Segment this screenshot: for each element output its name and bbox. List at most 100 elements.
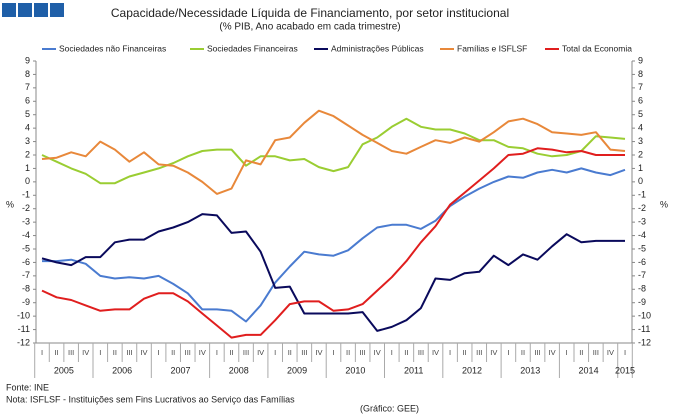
year-label: 2005: [54, 365, 74, 375]
x-tick-label: III: [243, 348, 249, 357]
y-tick-label: 2: [638, 149, 643, 159]
y-axis-label: %: [660, 199, 668, 209]
y-tick-label: -3: [22, 217, 30, 227]
x-tick-label: I: [158, 348, 160, 357]
x-tick-label: IV: [374, 348, 381, 357]
logo-square: [34, 3, 48, 17]
year-label: 2013: [520, 365, 540, 375]
logo-square: [18, 3, 32, 17]
y-tick-label: 7: [638, 82, 643, 92]
y-tick-label: 8: [25, 69, 30, 79]
y-tick-label: -3: [638, 217, 646, 227]
y-tick-label: -10: [17, 311, 30, 321]
y-tick-label: -5: [22, 243, 30, 253]
y-tick-label: -8: [22, 284, 30, 294]
y-tick-label: -1: [638, 190, 646, 200]
x-tick-label: III: [360, 348, 366, 357]
y-tick-label: 4: [638, 123, 643, 133]
y-axis-label: %: [6, 199, 14, 209]
y-tick-label: 6: [638, 96, 643, 106]
y-tick-label: -2: [638, 203, 646, 213]
x-tick-label: IV: [82, 348, 89, 357]
x-tick-label: I: [274, 348, 276, 357]
chart-title: Capacidade/Necessidade Líquida de Financ…: [111, 6, 509, 20]
y-tick-label: -6: [638, 257, 646, 267]
x-tick-label: IV: [199, 348, 206, 357]
y-tick-label: 7: [25, 82, 30, 92]
x-tick-label: I: [99, 348, 101, 357]
y-tick-label: 1: [638, 163, 643, 173]
x-tick-label: III: [534, 348, 540, 357]
y-tick-label: -6: [22, 257, 30, 267]
x-tick-label: IV: [315, 348, 322, 357]
x-tick-label: I: [507, 348, 509, 357]
legend-label: Sociedades não Financeiras: [59, 43, 166, 53]
y-tick-label: -12: [638, 337, 651, 347]
x-tick-label: III: [418, 348, 424, 357]
x-tick-label: II: [404, 348, 408, 357]
y-tick-label: -11: [638, 324, 650, 334]
y-tick-label: 9: [638, 55, 643, 65]
series-line: [41, 109, 626, 195]
y-tick-label: 9: [25, 55, 30, 65]
year-label: 2008: [229, 365, 249, 375]
x-tick-label: III: [185, 348, 191, 357]
y-tick-label: 3: [638, 136, 643, 146]
x-tick-label: IV: [432, 348, 439, 357]
x-tick-label: I: [41, 348, 43, 357]
y-tick-label: -9: [638, 297, 646, 307]
y-tick-label: 6: [25, 96, 30, 106]
x-tick-label: II: [54, 348, 58, 357]
x-tick-label: III: [593, 348, 599, 357]
x-tick-label: II: [463, 348, 467, 357]
x-tick-label: I: [449, 348, 451, 357]
year-label: 2009: [287, 365, 307, 375]
logo-square: [50, 3, 64, 17]
note: Nota: ISFLSF - Instituições sem Fins Luc…: [6, 394, 295, 404]
x-tick-label: IV: [607, 348, 614, 357]
y-tick-label: -5: [638, 243, 646, 253]
y-tick-label: 0: [638, 176, 643, 186]
x-tick-label: I: [391, 348, 393, 357]
credit: (Gráfico: GEE): [360, 403, 419, 413]
legend-label: Total da Economia: [562, 43, 632, 53]
x-tick-label: IV: [257, 348, 264, 357]
y-tick-label: 2: [25, 149, 30, 159]
legend-label: Famílias e ISFLSF: [457, 43, 527, 53]
x-tick-label: II: [521, 348, 525, 357]
note: Fonte: INE: [6, 382, 49, 392]
y-tick-label: 1: [25, 163, 30, 173]
x-tick-label: II: [346, 348, 350, 357]
series-line: [41, 213, 625, 332]
x-tick-label: IV: [549, 348, 556, 357]
series-line: [42, 167, 626, 323]
series-line: [41, 147, 625, 339]
year-label: 2014: [579, 365, 599, 375]
x-tick-label: I: [216, 348, 218, 357]
series-line: [41, 117, 626, 185]
year-label: 2012: [462, 365, 482, 375]
year-label: 2006: [112, 365, 132, 375]
y-tick-label: 5: [638, 109, 643, 119]
y-tick-label: 0: [25, 176, 30, 186]
y-tick-label: -12: [17, 337, 30, 347]
y-tick-label: 8: [638, 69, 643, 79]
x-tick-label: IV: [140, 348, 147, 357]
x-tick-label: III: [301, 348, 307, 357]
y-tick-label: -7: [22, 270, 30, 280]
x-tick-label: I: [624, 348, 626, 357]
x-tick-label: IV: [490, 348, 497, 357]
y-tick-label: 3: [25, 136, 30, 146]
y-tick-label: 5: [25, 109, 30, 119]
x-tick-label: II: [288, 348, 292, 357]
y-tick-label: -4: [638, 230, 646, 240]
x-tick-label: III: [126, 348, 132, 357]
legend-label: Administrações Públicas: [331, 43, 424, 53]
y-tick-label: -7: [638, 270, 646, 280]
chart-subtitle: (% PIB, Ano acabado em cada trimestre): [219, 22, 400, 33]
x-tick-label: III: [68, 348, 74, 357]
year-label: 2011: [404, 365, 423, 375]
x-tick-label: I: [332, 348, 334, 357]
y-tick-label: 4: [25, 123, 30, 133]
